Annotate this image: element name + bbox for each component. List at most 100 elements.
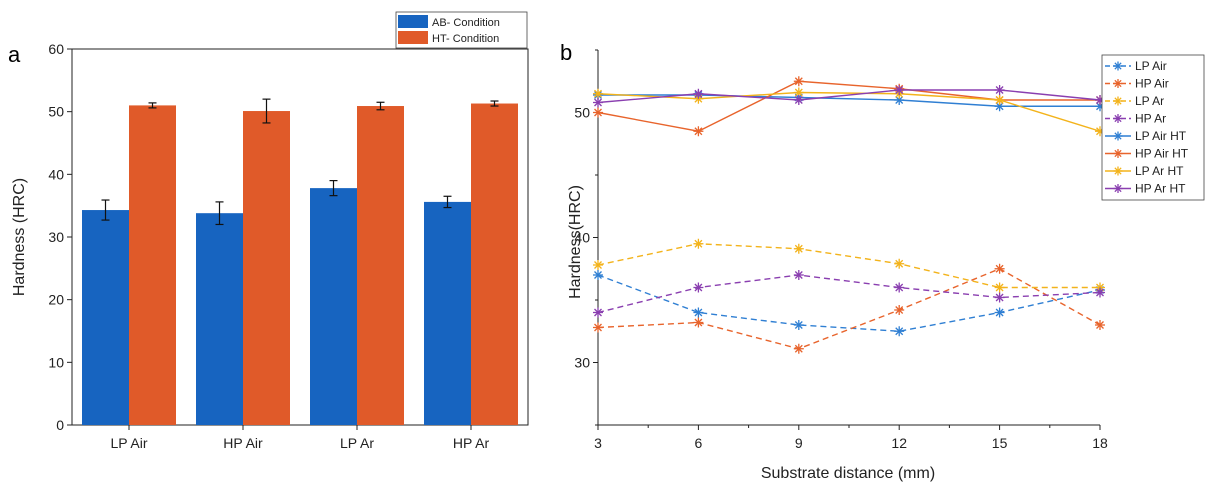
panel-a-error-bar [443, 195, 452, 209]
panel-b-x-ticks: 3 6 9 12 15 18 [594, 425, 1108, 451]
panel-b-y-tick-label: 30 [574, 355, 590, 371]
panel-b-point [1113, 79, 1123, 88]
panel-b-point [994, 307, 1005, 318]
panel-b-point [894, 258, 905, 269]
panel-b-y-axis-label: Hardness(HRC) [567, 185, 584, 299]
panel-b-series-group [593, 238, 1105, 293]
panel-a-error-bar [215, 201, 224, 226]
panel-b-y-tick-label: 40 [574, 230, 590, 246]
panel-b-legend-label: HP Air [1135, 77, 1169, 91]
panel-a-bar [82, 210, 129, 425]
panel-b-series-line [597, 274, 1101, 314]
panel-b-series-group [593, 270, 1105, 318]
panel-b-point [793, 243, 804, 254]
panel-b-point [894, 85, 905, 95]
panel-a-bars [82, 98, 518, 426]
panel-a-y-ticks: 0 10 20 30 40 50 60 [48, 41, 72, 433]
panel-b-legend-label: HP Ar HT [1135, 182, 1186, 196]
panel-b-point [1113, 131, 1123, 141]
panel-b-point [793, 76, 804, 87]
panel-a-bar-chart: a Hardness (HRC) 0 10 20 30 40 50 60 LP Air HP … [8, 11, 529, 451]
panel-b-label: b [560, 40, 572, 65]
panel-a-bar [357, 106, 404, 425]
panel-b-point [1113, 96, 1123, 106]
panel-a-x-tick-label: LP Ar [340, 435, 374, 451]
panel-a-y-tick-label: 60 [48, 41, 64, 57]
panel-b-point [1095, 287, 1105, 298]
panel-b-point [693, 238, 704, 249]
panel-b-y-ticks: 30 40 50 [574, 49, 598, 426]
panel-b-point [1113, 149, 1123, 158]
panel-b-point [693, 126, 704, 137]
panel-b-series-line [597, 274, 1101, 332]
panel-b-legend-label: HP Ar [1135, 112, 1166, 126]
panel-a-legend-label: AB- Condition [432, 17, 500, 29]
panel-b-legend: LP Air HP Air LP Ar HP Ar LP Air HT HP Air HT… [1101, 54, 1205, 201]
panel-b-point [1095, 320, 1105, 330]
panel-b-series-line [597, 89, 1101, 104]
panel-b-point [894, 305, 905, 315]
panel-b-x-tick-label: 18 [1092, 435, 1108, 451]
panel-b-point [593, 107, 603, 118]
panel-a-bar [129, 105, 176, 426]
panel-a-error-bar [329, 180, 338, 197]
panel-b-point [994, 282, 1005, 293]
panel-a-bar [424, 201, 471, 425]
panel-b-point [793, 95, 804, 105]
panel-a-y-tick-label: 30 [48, 229, 64, 245]
panel-b-point [994, 263, 1005, 274]
panel-b-point [693, 317, 704, 328]
panel-b-line-chart: b Hardness(HRC) Substrate distance (mm) … [560, 40, 1205, 482]
panel-a-error-bar [376, 101, 385, 111]
panel-a-error-bar [148, 102, 157, 109]
panel-b-point [994, 85, 1005, 95]
panel-a-bar [196, 213, 243, 425]
panel-a-y-tick-label: 50 [48, 104, 64, 120]
panel-a-y-tick-label: 0 [56, 417, 64, 433]
panel-b-point [894, 326, 905, 337]
panel-b-point [1113, 184, 1123, 193]
panel-a-x-tick-label: HP Air [223, 435, 263, 451]
panel-b-point [793, 270, 804, 280]
panel-a-y-axis-label: Hardness (HRC) [11, 178, 28, 296]
panel-b-series-group [593, 263, 1105, 354]
panel-b-point [593, 307, 603, 318]
panel-a-y-tick-label: 20 [48, 292, 64, 308]
panel-b-x-tick-label: 6 [695, 435, 703, 451]
panel-b-x-axis-label: Substrate distance (mm) [761, 465, 935, 482]
panel-b-x-tick-label: 3 [594, 435, 602, 451]
panel-b-x-tick-label: 9 [795, 435, 803, 451]
panel-b-point [994, 292, 1005, 303]
panel-a-y-tick-label: 40 [48, 166, 64, 182]
panel-b-legend-label: HP Air HT [1135, 147, 1189, 161]
panel-a-x-ticks: LP Air HP Air LP Ar HP Ar [110, 425, 489, 451]
panel-b-legend-box [1101, 54, 1205, 201]
panel-b-series-line [597, 80, 1100, 132]
panel-b-point [894, 282, 905, 293]
panel-b-point [693, 307, 704, 318]
panel-b-point [1113, 114, 1123, 123]
panel-b-series-line [597, 243, 1100, 289]
panel-b-x-tick-label: 15 [992, 435, 1008, 451]
panel-a-legend-swatch [398, 15, 428, 28]
panel-a-x-tick-label: LP Air [110, 435, 147, 451]
panel-b-point [693, 282, 704, 293]
panel-b-series-group [593, 85, 1105, 108]
panel-b-series [593, 76, 1105, 354]
panel-b-x-tick-label: 12 [891, 435, 907, 451]
panel-a-legend-swatch [398, 31, 428, 44]
panel-b-point [593, 88, 603, 99]
panel-b-point [793, 343, 804, 354]
panel-a-y-tick-label: 10 [48, 354, 64, 370]
panel-b-point [593, 97, 603, 108]
panel-a-legend-label: HT- Condition [432, 33, 499, 45]
panel-b-point [593, 260, 603, 270]
panel-b-legend-label: LP Air HT [1135, 129, 1187, 143]
panel-a-label: a [8, 42, 21, 67]
panel-b-point [593, 322, 603, 333]
panel-b-y-tick-label: 50 [574, 105, 590, 121]
panel-b-legend-label: LP Ar HT [1135, 164, 1184, 178]
panel-a-legend: AB- Condition HT- Condition [395, 11, 528, 49]
panel-b-series-group [593, 270, 1105, 337]
